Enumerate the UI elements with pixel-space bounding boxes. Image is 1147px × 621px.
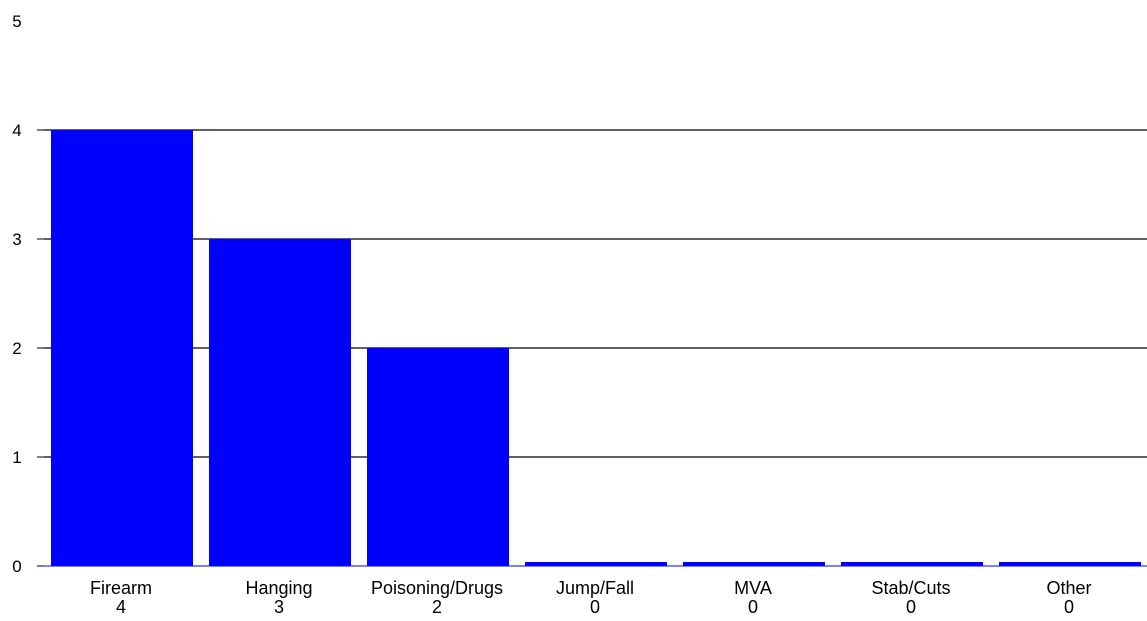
bar-poisoning-drugs (367, 348, 509, 566)
y-tick-label-3: 3 (12, 230, 21, 249)
bar-stab-cuts (841, 562, 983, 566)
bar-mva (683, 562, 825, 566)
category-label: MVA (734, 578, 772, 598)
value-label: 3 (274, 597, 284, 617)
category-label: Jump/Fall (556, 578, 634, 598)
y-tick-label-2: 2 (12, 339, 21, 358)
bar-other (999, 562, 1141, 566)
bar-hanging (209, 239, 351, 566)
y-tick-label-5: 5 (12, 12, 21, 31)
value-label: 2 (432, 597, 442, 617)
y-tick-label-0: 0 (12, 557, 21, 576)
category-label: Poisoning/Drugs (371, 578, 503, 598)
category-label: Other (1046, 578, 1091, 598)
category-label: Firearm (90, 578, 152, 598)
value-label: 0 (1064, 597, 1074, 617)
bar-firearm (51, 130, 193, 566)
value-label: 0 (906, 597, 916, 617)
value-label: 0 (748, 597, 758, 617)
bars (51, 130, 1141, 566)
value-label: 0 (590, 597, 600, 617)
y-tick-label-4: 4 (12, 121, 21, 140)
y-tick-label-1: 1 (12, 448, 21, 467)
bar-jump-fall (525, 562, 667, 566)
category-label: Hanging (245, 578, 312, 598)
category-label: Stab/Cuts (871, 578, 950, 598)
y-axis-ticks: 0 1 2 3 4 5 (12, 12, 44, 576)
value-label: 4 (116, 597, 126, 617)
